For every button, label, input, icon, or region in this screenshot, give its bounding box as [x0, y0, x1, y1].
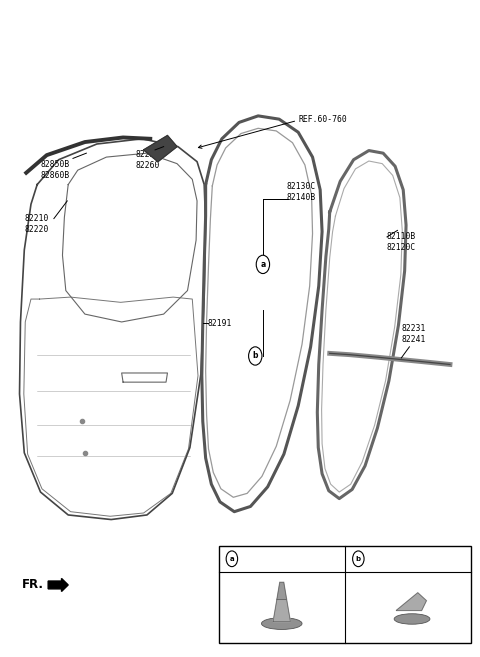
Text: b: b	[252, 351, 258, 361]
Circle shape	[249, 347, 262, 365]
Polygon shape	[273, 599, 290, 622]
Circle shape	[226, 551, 238, 566]
Polygon shape	[277, 582, 287, 599]
Text: 82132: 82132	[250, 555, 276, 563]
Text: a: a	[229, 556, 234, 562]
Text: 82210
82220: 82210 82220	[24, 214, 48, 234]
Text: a: a	[260, 260, 265, 269]
FancyBboxPatch shape	[218, 546, 471, 643]
Text: 82231
82241: 82231 82241	[401, 324, 426, 344]
Polygon shape	[48, 578, 68, 591]
Text: 82850B
82860B: 82850B 82860B	[40, 160, 70, 180]
Polygon shape	[396, 593, 426, 610]
Text: b: b	[356, 556, 361, 562]
Circle shape	[256, 255, 270, 273]
Ellipse shape	[262, 618, 302, 629]
Circle shape	[353, 551, 364, 566]
Text: 82250
82260: 82250 82260	[135, 150, 159, 170]
Text: FR.: FR.	[22, 578, 43, 591]
Polygon shape	[144, 135, 177, 162]
Text: 82133: 82133	[376, 555, 402, 563]
Text: 82191: 82191	[207, 319, 232, 328]
Text: REF.60-760: REF.60-760	[298, 115, 347, 124]
Text: 82130C
82140B: 82130C 82140B	[287, 183, 316, 202]
Text: 82110B
82120C: 82110B 82120C	[387, 232, 416, 252]
Ellipse shape	[394, 614, 430, 624]
